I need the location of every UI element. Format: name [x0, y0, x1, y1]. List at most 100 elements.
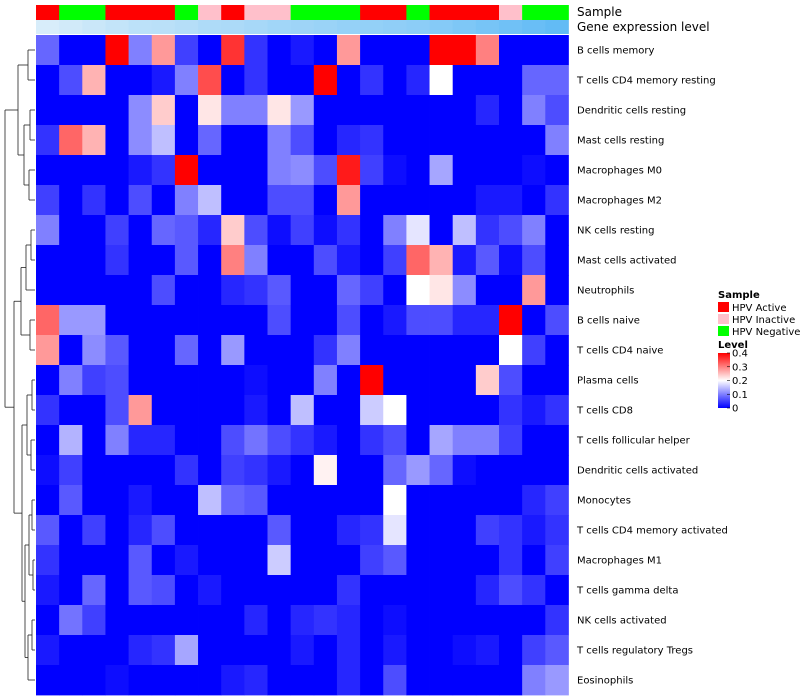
heatmap-cell — [499, 515, 523, 546]
row-dendrogram — [4, 49, 35, 681]
heatmap-cell — [151, 95, 176, 126]
heatmap-cell — [499, 425, 523, 456]
heatmap-cell — [82, 155, 106, 186]
heatmap-cell — [336, 215, 361, 246]
heatmap-cell — [475, 425, 500, 456]
heatmap-cell — [267, 395, 292, 426]
heatmap-cell — [522, 185, 546, 216]
heatmap-cell — [406, 665, 430, 696]
heatmap-cell — [198, 605, 222, 636]
heatmap-cell — [221, 635, 245, 666]
heatmap-cell — [290, 605, 315, 636]
heatmap-cell — [313, 35, 338, 66]
heatmap-cell — [36, 155, 60, 186]
heatmap-cell — [221, 305, 245, 336]
heatmap-cell — [313, 395, 338, 426]
row-label: Dendritic cells activated — [577, 466, 698, 477]
heatmap-cell — [290, 275, 315, 306]
heatmap-cell — [383, 515, 407, 546]
heatmap-cell — [429, 185, 454, 216]
heatmap-cell — [128, 635, 153, 666]
heatmap-cell — [59, 425, 83, 456]
heatmap-cell — [499, 395, 523, 426]
row-label: T cells CD4 naive — [576, 346, 663, 357]
heatmap-cell — [267, 65, 292, 96]
heatmap-cell — [522, 335, 546, 366]
heatmap-cell — [82, 665, 106, 696]
heatmap-cell — [522, 35, 546, 66]
heatmap-cell — [452, 545, 477, 576]
heatmap-cell — [174, 395, 199, 426]
heatmap-cell — [221, 95, 245, 126]
heatmap-cell — [452, 245, 477, 276]
heatmap-cell — [360, 305, 384, 336]
heatmap-cell — [151, 665, 176, 696]
heatmap-cell — [475, 215, 500, 246]
heatmap-cell — [244, 125, 268, 156]
heatmap-cell — [36, 215, 60, 246]
heatmap-cell — [82, 425, 106, 456]
heatmap-cell — [105, 35, 129, 66]
heatmap-cell — [522, 635, 546, 666]
heatmap-cell — [429, 365, 454, 396]
heatmap-cell — [406, 545, 430, 576]
heatmap-cell — [475, 275, 500, 306]
heatmap-cell — [174, 605, 199, 636]
heatmap-cell — [522, 275, 546, 306]
heatmap-cell — [313, 455, 338, 486]
heatmap-cell — [475, 335, 500, 366]
heatmap-cell — [82, 275, 106, 306]
heatmap-cell — [360, 215, 384, 246]
heatmap-cell — [545, 395, 569, 426]
heatmap-cell — [105, 635, 129, 666]
heatmap-cell — [313, 665, 338, 696]
heatmap-cell — [290, 65, 315, 96]
heatmap-cell — [545, 35, 569, 66]
heatmap-cell — [59, 605, 83, 636]
heatmap-cell — [198, 455, 222, 486]
heatmap-cell — [59, 575, 83, 606]
heatmap-cell — [174, 545, 199, 576]
sample-annotation-cell — [429, 5, 454, 20]
heatmap-cell — [475, 635, 500, 666]
heatmap-cell — [174, 95, 199, 126]
sample-annotation-cell — [244, 5, 268, 20]
heatmap-cell — [406, 65, 430, 96]
heatmap-cell — [198, 275, 222, 306]
expression-level-cell — [290, 20, 315, 34]
heatmap-cell — [128, 545, 153, 576]
heatmap-cell — [475, 515, 500, 546]
heatmap-cell — [360, 665, 384, 696]
heatmap-cell — [452, 215, 477, 246]
expression-level-cell — [452, 20, 477, 34]
heatmap-cell — [59, 185, 83, 216]
heatmap-cell — [360, 335, 384, 366]
heatmap-cell — [36, 395, 60, 426]
heatmap-cell — [336, 395, 361, 426]
expression-level-cell — [151, 20, 176, 34]
heatmap-cell — [59, 95, 83, 126]
heatmap-cell — [475, 245, 500, 276]
heatmap-cell — [499, 455, 523, 486]
row-labels: B cells memory T cells CD4 memory resting… — [576, 46, 728, 687]
heatmap-cell — [59, 245, 83, 276]
heatmap-cell — [545, 575, 569, 606]
heatmap-cell — [290, 95, 315, 126]
heatmap-cell — [267, 275, 292, 306]
heatmap-cell — [290, 455, 315, 486]
heatmap-cell — [82, 215, 106, 246]
heatmap-cell — [36, 125, 60, 156]
heatmap-cell — [128, 155, 153, 186]
heatmap-cell — [244, 335, 268, 366]
heatmap-cell — [36, 35, 60, 66]
heatmap-cell — [174, 335, 199, 366]
heatmap-cell — [360, 575, 384, 606]
expression-level-cell — [313, 20, 338, 34]
heatmap-cell — [174, 65, 199, 96]
heatmap-cell — [452, 665, 477, 696]
heatmap-cell — [452, 125, 477, 156]
heatmap-cell — [383, 485, 407, 516]
heatmap-cell — [290, 335, 315, 366]
heatmap-cell — [406, 245, 430, 276]
